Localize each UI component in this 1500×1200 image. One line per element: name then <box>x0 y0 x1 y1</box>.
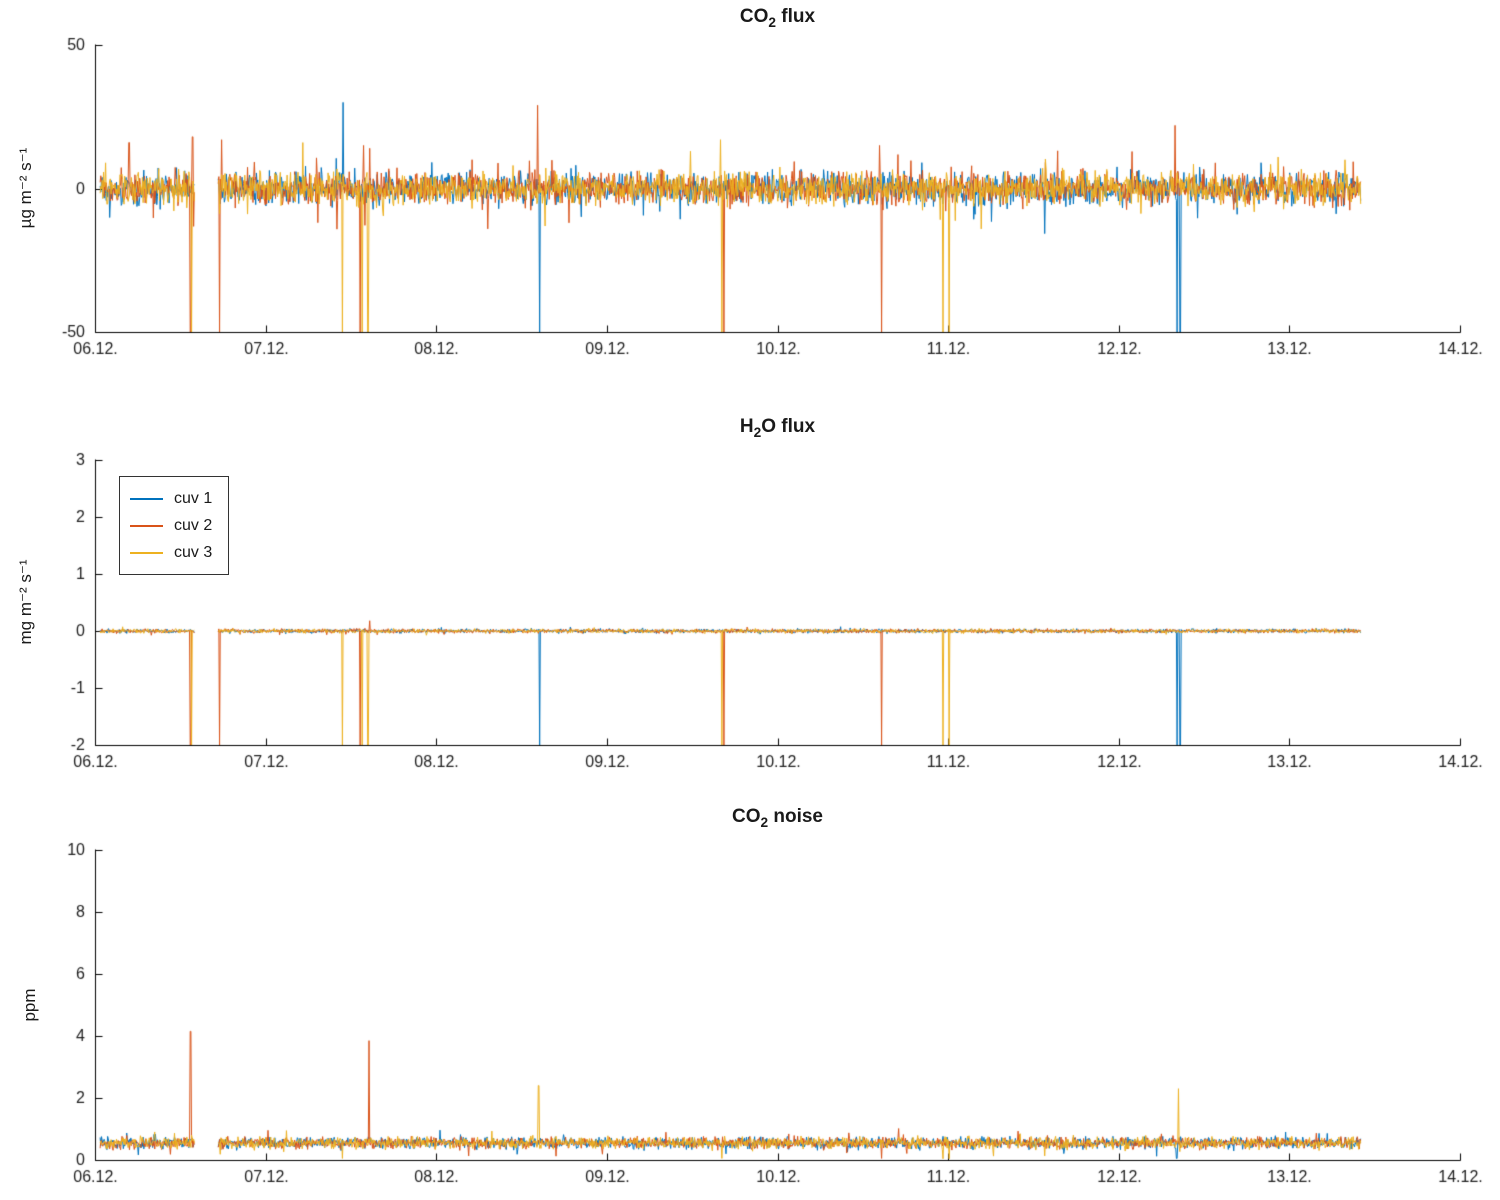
legend-line-sample-cuv1 <box>130 497 163 500</box>
chart-title-co2-noise: CO2 noise <box>95 806 1460 830</box>
title-text: flux <box>776 6 816 27</box>
title-text: CO <box>739 6 769 27</box>
legend-entry-cuv3: cuv 3 <box>130 539 212 566</box>
title-text: CO <box>731 806 761 827</box>
title-text: noise <box>768 806 823 827</box>
y-axis-label-co2-noise: ppm <box>20 988 39 1022</box>
y-axis-label-h2o-flux: mg m⁻² s⁻¹ <box>16 559 35 645</box>
title-text: H <box>739 416 754 437</box>
legend-line-sample-cuv3 <box>130 551 163 554</box>
chart-title-co2-flux: CO2 flux <box>95 6 1460 30</box>
title-text: O flux <box>761 416 816 437</box>
title-subscript: 2 <box>768 14 777 30</box>
y-axis-label-co2-flux: µg m⁻² s⁻¹ <box>16 147 35 229</box>
title-subscript: 2 <box>753 424 762 440</box>
title-subscript: 2 <box>760 814 769 830</box>
chart-title-h2o-flux: H2O flux <box>95 416 1460 440</box>
legend-label-cuv1: cuv 1 <box>174 489 213 507</box>
legend-label-cuv3: cuv 3 <box>174 543 213 561</box>
plot-legend: cuv 1 cuv 2 cuv 3 <box>119 476 230 575</box>
legend-label-cuv2: cuv 2 <box>174 516 213 534</box>
legend-line-sample-cuv2 <box>130 524 163 527</box>
legend-entry-cuv2: cuv 2 <box>130 512 212 539</box>
legend-entry-cuv1: cuv 1 <box>130 485 212 512</box>
